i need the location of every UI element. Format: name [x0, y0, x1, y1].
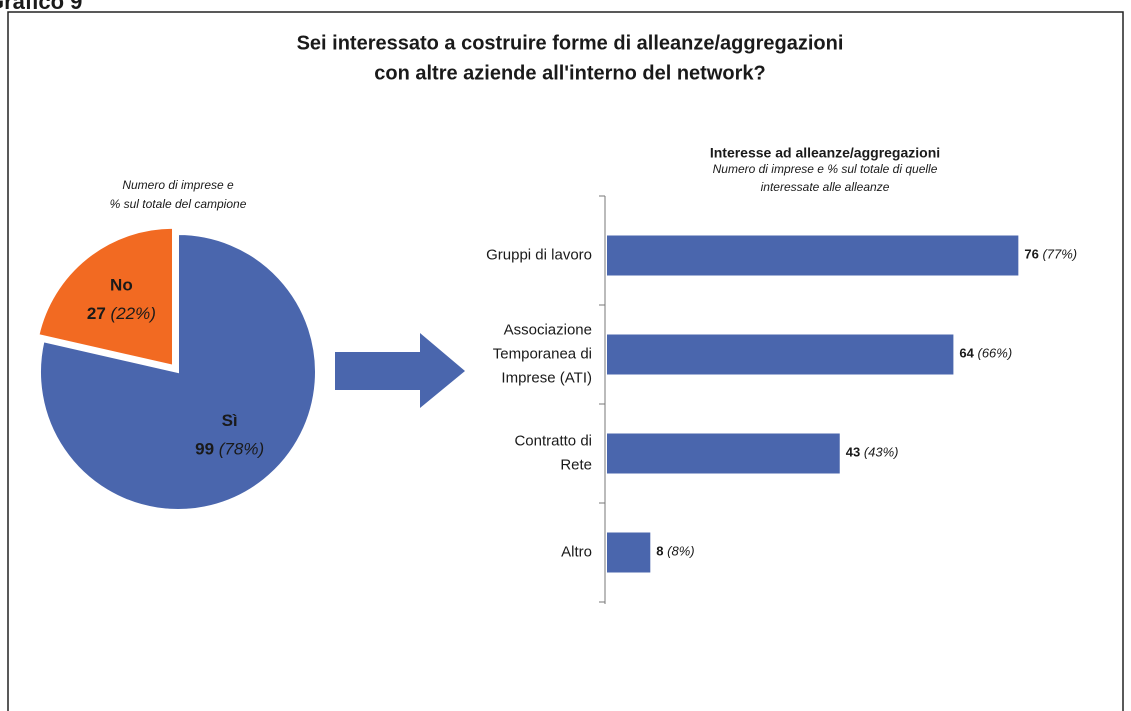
bar-share: (43%)	[864, 445, 899, 460]
bar	[607, 235, 1019, 276]
category-label: Rete	[560, 456, 592, 473]
slice-label: 99 (78%)	[195, 440, 264, 459]
bar	[607, 433, 840, 474]
pie-subtitle: % sul totale del campione	[110, 197, 247, 211]
bar-label: 76 (77%)	[1024, 247, 1077, 262]
header: Grafico 9	[0, 0, 82, 14]
pie-slice	[39, 232, 317, 511]
bar-label: 43 (43%)	[846, 445, 899, 460]
category-label: Imprese (ATI)	[501, 369, 592, 386]
bar-subtitle: interessate alle alleanze	[761, 180, 890, 194]
arrow	[335, 333, 465, 408]
slice-value: 27	[87, 304, 106, 323]
pie-subtitle: Numero di imprese e	[122, 178, 234, 192]
category-label: Temporanea di	[493, 345, 592, 362]
category-label: Altro	[561, 543, 592, 560]
bar-label: 64 (66%)	[959, 346, 1012, 361]
bar-title: Interesse ad alleanze/aggregazioni	[710, 145, 940, 161]
bar	[607, 334, 954, 375]
title: Sei interessato a costruire forme di all…	[297, 32, 844, 54]
bar-share: (66%)	[977, 346, 1012, 361]
category-label: Gruppi di lavoro	[486, 246, 592, 263]
bar-share: (8%)	[667, 544, 694, 559]
slice-label: 27 (22%)	[87, 304, 156, 323]
slice-name: Sì	[222, 411, 238, 430]
bar-value: 43	[846, 445, 860, 460]
bar-value: 64	[959, 346, 974, 361]
bar-subtitle: Numero di imprese e % sul totale di quel…	[713, 162, 938, 176]
bar-value: 76	[1024, 247, 1038, 262]
bar	[607, 532, 651, 573]
bar-share: (77%)	[1042, 247, 1077, 262]
title: con altre aziende all'interno del networ…	[374, 62, 766, 84]
bar-value: 8	[656, 544, 663, 559]
slice-name: No	[110, 275, 133, 294]
category-label: Contratto di	[514, 432, 592, 449]
bar-label: 8 (8%)	[656, 544, 694, 559]
category-label: Associazione	[504, 321, 592, 338]
pie-slice	[37, 226, 175, 367]
slice-value: 99	[195, 440, 214, 459]
slice-share: (78%)	[219, 440, 264, 459]
slice-share: (22%)	[111, 304, 156, 323]
